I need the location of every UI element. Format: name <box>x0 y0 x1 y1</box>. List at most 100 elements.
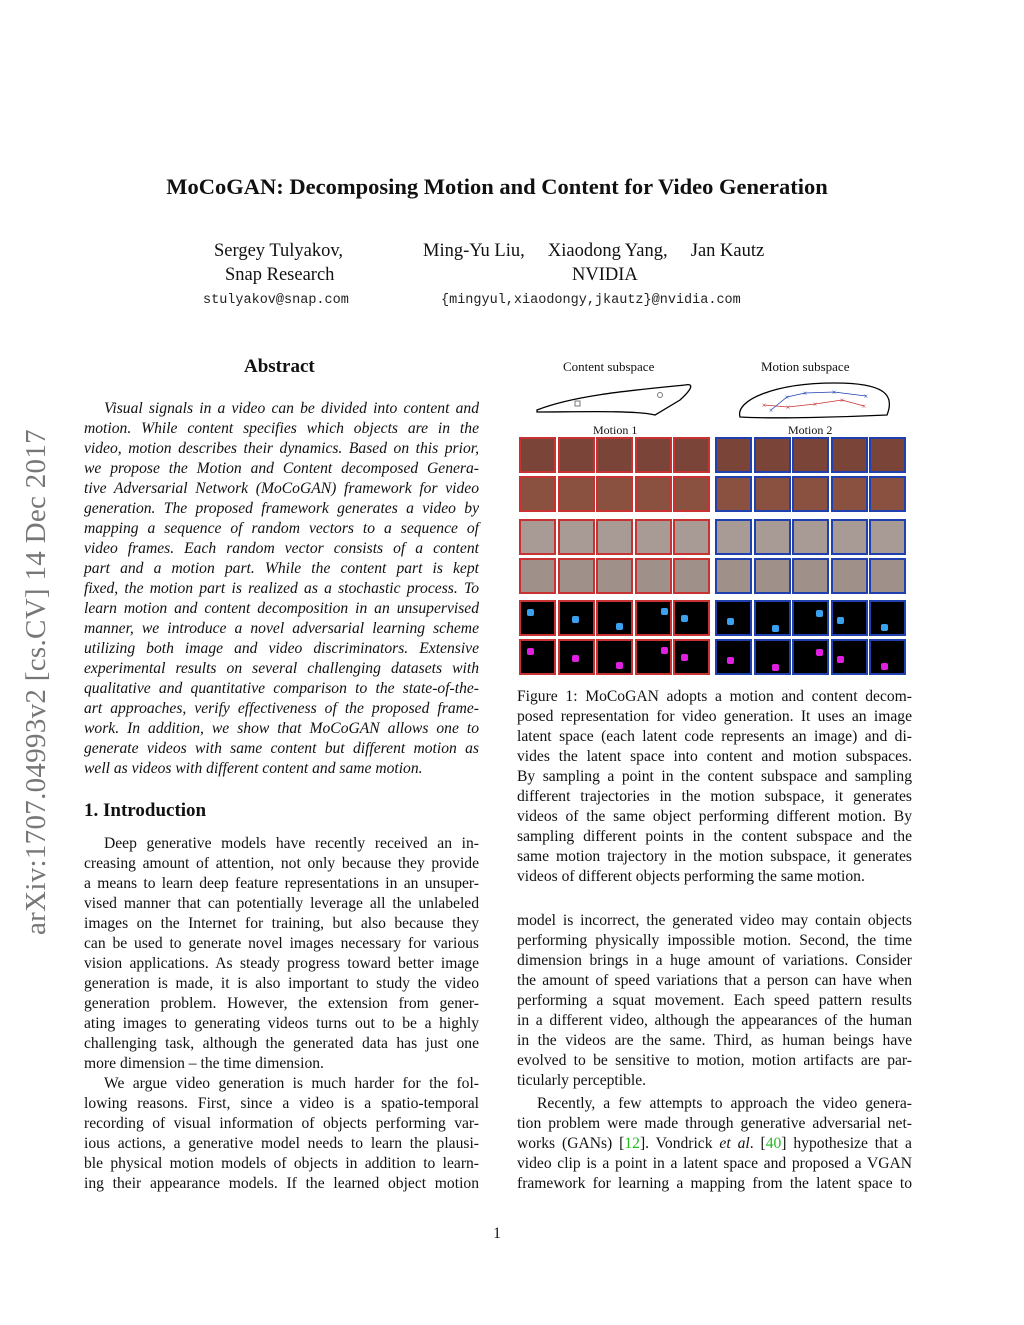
video-frame <box>673 639 710 675</box>
text-line: dimension brings in a huge amount of var… <box>517 952 912 969</box>
text-line: generation is made, it is also important… <box>84 975 479 992</box>
text-line: challenging task, although the generated… <box>84 1035 479 1052</box>
video-frame <box>753 639 791 675</box>
svg-text:×: × <box>862 402 867 411</box>
video-frame <box>557 519 595 555</box>
text-line: generation problem. However, the extensi… <box>84 995 479 1012</box>
text-line: different trajectories in the motion sub… <box>517 788 912 805</box>
video-frame <box>634 437 672 473</box>
content-point-circle <box>657 392 663 398</box>
text-segment: ]. Vondrick <box>639 1135 720 1152</box>
moving-square <box>727 657 734 664</box>
video-frame <box>596 437 633 473</box>
text-line: sampling different points in the content… <box>517 828 912 845</box>
motion-2-label: Motion 2 <box>788 423 833 437</box>
text-line: ticularly perceptible. <box>517 1072 647 1089</box>
text-line: lowing reasons. First, since a video is … <box>84 1095 479 1112</box>
text-line: tive Adversarial Network (MoCoGAN) frame… <box>84 480 479 497</box>
moving-square <box>816 610 823 617</box>
moving-square <box>571 655 579 662</box>
moving-square <box>836 656 844 663</box>
author-1-email: stulyakov@snap.com <box>203 293 349 308</box>
moving-square <box>571 616 579 623</box>
video-frame <box>673 558 710 594</box>
author-2-names: Ming-Yu Liu, Xiaodong Yang, Jan Kautz <box>423 241 765 261</box>
video-frame <box>557 639 595 675</box>
text-line: experimental results on several challeng… <box>84 660 479 677</box>
moving-square <box>681 615 688 622</box>
arxiv-side-label: arXiv:1707.04993v2 [cs.CV] 14 Dec 2017 <box>20 429 52 935</box>
video-frame <box>715 600 752 636</box>
text-line: creasing amount of attention, not only b… <box>84 855 479 872</box>
video-frame <box>673 600 710 636</box>
text-line: in a different video, although the appea… <box>517 1012 912 1029</box>
text-line: latent space (each latent code represent… <box>517 728 912 745</box>
text-segment: . [ <box>749 1135 766 1152</box>
svg-text:×: × <box>813 400 818 409</box>
text-line: Recently, a few attempts to approach the… <box>537 1095 912 1112</box>
text-line: Deep generative models have recently rec… <box>104 835 479 852</box>
text-line: qualitative and quantitative comparison … <box>84 680 479 697</box>
moving-square <box>616 662 623 669</box>
text-line: the amount of speed variations that a pe… <box>517 972 912 989</box>
text-line: generate videos with same content but di… <box>84 740 479 757</box>
text-line: tion problem were made through generativ… <box>517 1115 912 1132</box>
video-frame <box>715 519 752 555</box>
video-frame <box>869 476 906 512</box>
svg-text:×: × <box>769 406 774 415</box>
video-frame <box>792 558 829 594</box>
moving-square <box>881 624 888 631</box>
text-line: posed representation for video generatio… <box>517 708 912 725</box>
video-frame <box>519 600 556 636</box>
text-line: ious actions, a generative model needs t… <box>84 1135 479 1152</box>
text-line: By sampling a point in the content subsp… <box>517 768 912 785</box>
text-line: mapping a sequence of random vectors to … <box>84 520 479 537</box>
video-frame <box>869 639 906 675</box>
text-segment: works (GANs) [ <box>517 1135 625 1152</box>
text-line: recording of visual information of objec… <box>84 1115 479 1132</box>
text-line: video, motion describes their dynamics. … <box>84 440 479 457</box>
motion-trajectory-1 <box>763 399 865 408</box>
citation-link[interactable]: 12 <box>624 1135 640 1152</box>
paper-title: MoCoGAN: Decomposing Motion and Content … <box>166 174 828 199</box>
svg-text:×: × <box>786 403 791 412</box>
trajectory-markers: × × × ×× ×× × × × <box>762 388 869 415</box>
svg-text:×: × <box>864 392 869 401</box>
subspace-diagram: × × × ×× ×× × × × <box>536 382 891 419</box>
text-line: framework for learning a mapping from th… <box>517 1175 912 1192</box>
video-frame <box>753 519 791 555</box>
text-line: ating images to generating videos turns … <box>84 1015 479 1032</box>
motion-1-label: Motion 1 <box>593 423 638 437</box>
video-frame <box>557 558 595 594</box>
video-frame <box>830 600 868 636</box>
text-segment: ] hypothesize that a <box>781 1135 912 1152</box>
svg-text:×: × <box>762 401 767 410</box>
video-frame <box>753 437 791 473</box>
moving-square <box>681 654 688 661</box>
moving-square <box>881 663 888 670</box>
text-line: motion. While content specifies which ob… <box>84 420 479 437</box>
moving-square <box>527 648 534 655</box>
text-line: well as videos with different content an… <box>84 760 423 777</box>
video-frame <box>869 558 906 594</box>
author-2-email: {mingyul,xiaodongy,jkautz}@nvidia.com <box>441 293 741 308</box>
author-1-name: Sergey Tulyakov, <box>214 241 344 261</box>
video-frame <box>673 519 710 555</box>
video-frame <box>634 600 672 636</box>
video-frame <box>830 437 868 473</box>
text-line: vised manner that can potentially levera… <box>84 895 479 912</box>
video-frame <box>596 519 633 555</box>
video-frame <box>830 558 868 594</box>
video-frame <box>519 558 556 594</box>
video-frame <box>715 639 752 675</box>
video-frame <box>753 558 791 594</box>
video-frame <box>869 519 906 555</box>
content-subspace-label: Content subspace <box>563 359 655 374</box>
video-frame <box>557 437 595 473</box>
moving-square <box>727 618 734 625</box>
citation-link[interactable]: 40 <box>765 1135 782 1152</box>
video-frame <box>830 639 868 675</box>
svg-text:×: × <box>832 388 837 397</box>
figure-1: Content subspace Motion subspace × × × × × ×… <box>515 355 915 680</box>
text-line: videos of the same object performing dif… <box>517 808 912 825</box>
